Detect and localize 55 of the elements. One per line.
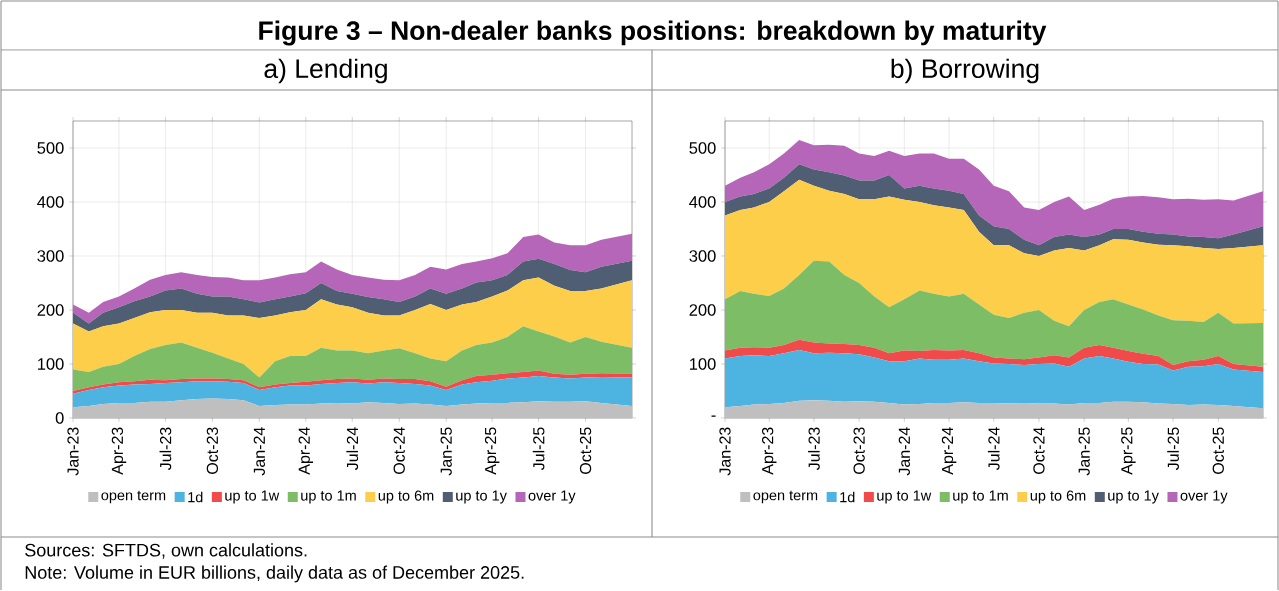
x-tick-label: Oct-23: [853, 427, 865, 475]
legend-label: up to 6m: [1030, 490, 1086, 504]
x-tick-label: Jan-24: [898, 427, 910, 476]
x-tick-label: Jul-23: [159, 427, 172, 471]
x-tick-label: Jan-24: [253, 427, 265, 476]
y-tick-label: 300: [689, 250, 716, 263]
x-tick-label: Jul-23: [808, 427, 820, 471]
legend-label: up to 1y: [1108, 490, 1159, 504]
legend-label: up to 6m: [378, 490, 434, 504]
source-note: Sources: SFTDS, own calculations.: [25, 543, 307, 559]
x-tick-label: Apr-23: [761, 427, 777, 475]
x-tick-label: Jan-25: [440, 427, 452, 476]
legend-label: open term: [101, 491, 166, 504]
x-tick-label: Oct-24: [393, 427, 405, 475]
legend-label: 1d: [840, 491, 855, 503]
x-tick-label: Jul-24: [346, 427, 359, 471]
x-tick-label: Jan-25: [1078, 427, 1090, 476]
y-tick-label: 500: [37, 142, 64, 155]
x-tick-label: Jul-25: [532, 427, 545, 471]
y-tick-label: 100: [690, 358, 716, 371]
y-tick-label: -: [711, 415, 716, 417]
y-tick-label: 100: [38, 358, 64, 371]
y-tick-label: 400: [37, 196, 64, 209]
chart-subtitle: a) Lending: [264, 58, 387, 84]
x-tick-label: Oct-25: [579, 427, 592, 475]
x-tick-label: Jul-24: [987, 427, 1000, 471]
x-tick-label: Jan-23: [719, 427, 731, 476]
y-tick-label: 200: [37, 304, 64, 317]
text: Note: Volume in EUR billions, daily data as of December 2025.: [25, 565, 524, 583]
chart-title: Figure 3 – Non-dealer banks positions: breakdown by maturity: [259, 20, 1047, 46]
x-tick-label: Apr-25: [1121, 427, 1136, 475]
y-tick-label: 500: [689, 142, 716, 155]
y-tick-label: 200: [689, 304, 716, 317]
x-tick-label: Apr-24: [298, 427, 314, 475]
legend-label: up to 1m: [301, 490, 356, 504]
legend-label: over 1y: [528, 490, 576, 504]
x-tick-label: Apr-25: [484, 427, 500, 475]
x-tick-label: Apr-23: [111, 427, 127, 475]
x-tick-label: Oct-25: [1212, 427, 1224, 475]
legend-label: up to 1y: [456, 490, 507, 504]
legend-label: up to 1w: [877, 490, 932, 504]
chart-subtitle: b) Borrowing: [891, 58, 1039, 84]
y-tick-label: 400: [689, 196, 716, 209]
legend-label: open term: [753, 491, 818, 504]
legend-label: up to 1m: [953, 490, 1008, 504]
x-tick-label: Oct-23: [206, 427, 219, 475]
legend-label: up to 1w: [225, 490, 280, 504]
x-tick-label: Oct-24: [1033, 427, 1045, 475]
x-tick-label: Jul-25: [1167, 427, 1179, 471]
legend-label: 1d: [188, 491, 203, 503]
x-tick-label: Apr-24: [941, 427, 957, 475]
y-tick-label: 300: [37, 250, 64, 263]
x-tick-label: Jan-23: [67, 427, 79, 476]
legend-label: over 1y: [1180, 490, 1228, 504]
y-tick-label: 0: [55, 412, 64, 425]
